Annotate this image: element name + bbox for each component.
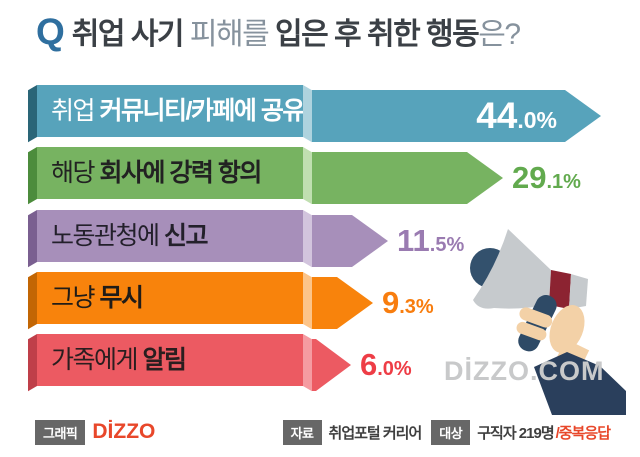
bar-label-bold: 커뮤니티/카페에 공유	[99, 97, 303, 125]
bar-left-bevel	[28, 272, 37, 330]
multiple-response-note: /중복응답	[555, 424, 611, 442]
title-seg-4: 은?	[478, 18, 521, 51]
bar-value: 9.3%	[382, 277, 434, 329]
footer-credit: 그래픽 DİZZO	[35, 419, 156, 445]
bar-left-bevel	[28, 147, 37, 205]
bar-arrow	[312, 339, 351, 391]
bar-label: 취업 커뮤니티/카페에 공유	[37, 85, 303, 137]
bar-value-int: 6	[360, 347, 378, 382]
bar-label-bold: 무시	[99, 284, 144, 312]
bar-label-bold: 신고	[163, 222, 209, 250]
title-seg-1: 취업 사기	[71, 18, 185, 51]
bar-value-dec: .3%	[399, 296, 434, 318]
bar-value-dec: .0%	[377, 358, 412, 380]
megaphone-icon	[470, 229, 626, 415]
bar-value-dec: .5%	[429, 234, 465, 256]
bar-value: 44.0%	[377, 90, 557, 142]
bar-left-bevel	[28, 210, 37, 268]
bar-label-normal: 취업	[51, 97, 100, 125]
bar-label-normal: 노동관청에	[51, 222, 164, 250]
bar-value: 6.0%	[360, 339, 412, 391]
bar-label: 해당 회사에 강력 항의	[37, 147, 303, 199]
bar-row: 취업 커뮤니티/카페에 공유 44.0%	[28, 85, 637, 143]
footer-source: 자료 취업포털 커리어 대상 구직자 219명 /중복응답	[282, 419, 611, 445]
megaphone-illustration	[420, 205, 640, 415]
bar-row: 가족에게 알림 6.0%	[28, 334, 637, 392]
bar-arrow	[312, 152, 503, 204]
bar-fold-strip	[303, 334, 312, 392]
bar-label-normal: 그냥	[51, 284, 100, 312]
bar-arrow	[312, 90, 601, 142]
bar-label-bold: 알림	[142, 346, 187, 374]
target-tag: 대상	[431, 419, 471, 445]
bar-arrow	[312, 277, 373, 329]
bar-value-int: 9	[382, 285, 400, 320]
bar-value-dec: .1%	[546, 171, 581, 193]
bar-value-int: 44	[476, 95, 518, 136]
bar-value-dec: .0%	[517, 107, 557, 133]
bar-left-bevel	[28, 85, 37, 143]
dizzo-logo: DİZZO	[92, 420, 156, 443]
source-text: 취업포털 커리어	[328, 424, 423, 442]
bar-label: 노동관청에 신고	[37, 210, 303, 262]
bar-value-int: 29	[512, 160, 547, 195]
bar-left-bevel	[28, 334, 37, 392]
title-seg-3: 입은 후 취한 행동	[275, 18, 480, 51]
bar-value-int: 11	[397, 223, 430, 258]
bar-fold-strip	[303, 272, 312, 330]
bar-fold-strip	[303, 147, 312, 205]
bar-arrow	[312, 215, 388, 267]
bar-value: 11.5%	[397, 215, 464, 267]
question-mark-q: Q	[36, 11, 65, 52]
title-seg-2: 피해를	[183, 18, 276, 51]
bar-label-normal: 가족에게	[51, 346, 143, 374]
bar-value: 29.1%	[512, 152, 581, 204]
bar-row: 해당 회사에 강력 항의 29.1%	[28, 147, 637, 205]
watermark-dizzo-com: DİZZO.COM	[444, 356, 605, 386]
bar-fold-strip	[303, 210, 312, 268]
bar-row: 노동관청에 신고 11.5%	[28, 210, 637, 268]
bar-row: 그냥 무시 9.3%	[28, 272, 637, 330]
page-title: Q 취업 사기 피해를 입은 후 취한 행동은?	[36, 8, 616, 56]
bar-label: 그냥 무시	[37, 272, 303, 324]
bar-label-normal: 해당	[51, 159, 100, 187]
target-text: 구직자 219명	[477, 424, 554, 442]
bar-label-bold: 회사에 강력 항의	[99, 159, 262, 187]
bar-fold-strip	[303, 85, 312, 143]
source-tag: 자료	[282, 419, 322, 445]
graphic-tag: 그래픽	[35, 419, 86, 445]
bar-label: 가족에게 알림	[37, 334, 303, 386]
